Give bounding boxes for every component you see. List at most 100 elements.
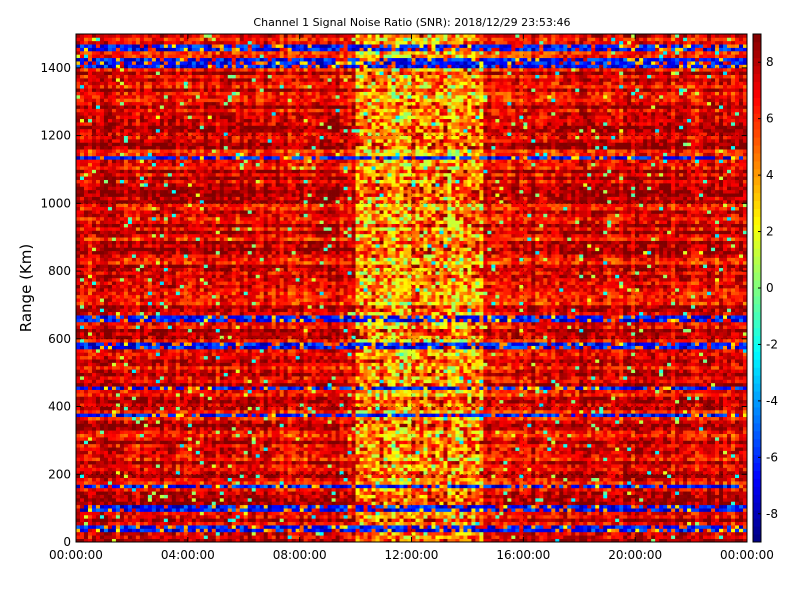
heatmap-cell — [203, 169, 209, 174]
heatmap-cell — [107, 348, 113, 353]
heatmap-cell — [147, 301, 153, 306]
heatmap-cell — [167, 477, 173, 482]
heatmap-cell — [131, 172, 137, 177]
heatmap-cell — [147, 64, 153, 69]
heatmap-cell — [87, 511, 93, 516]
heatmap-cell — [191, 328, 197, 333]
heatmap-cell — [83, 169, 89, 174]
heatmap-cell — [95, 338, 101, 343]
heatmap-cell — [135, 484, 141, 489]
heatmap-cell — [167, 386, 173, 390]
heatmap-cell — [91, 57, 97, 62]
heatmap-cell — [127, 467, 133, 472]
heatmap-cell — [119, 328, 125, 333]
heatmap-cell — [99, 345, 105, 350]
heatmap-cell — [179, 457, 185, 462]
heatmap-cell — [195, 247, 201, 252]
heatmap-cell — [171, 210, 177, 214]
heatmap-cell — [76, 487, 81, 492]
heatmap-cell — [103, 294, 109, 299]
heatmap-cell — [103, 355, 109, 360]
heatmap-cell — [151, 81, 157, 86]
heatmap-cell — [95, 345, 101, 350]
heatmap-cell — [195, 152, 201, 157]
heatmap-cell — [143, 71, 149, 75]
heatmap-cell — [143, 484, 149, 489]
heatmap-cell — [183, 396, 189, 401]
heatmap-cell — [107, 145, 113, 150]
heatmap-cell — [147, 335, 153, 340]
heatmap-cell — [95, 301, 101, 306]
heatmap-cell — [123, 64, 129, 69]
heatmap-cell — [195, 220, 201, 225]
heatmap-cell — [171, 457, 177, 462]
heatmap-cell — [119, 186, 125, 191]
heatmap-cell — [183, 118, 189, 123]
heatmap-cell — [127, 50, 133, 55]
heatmap-cell — [111, 382, 117, 387]
heatmap-cell — [167, 81, 173, 86]
heatmap-cell — [159, 54, 165, 59]
heatmap-cell — [83, 257, 89, 262]
heatmap-cell — [167, 504, 173, 509]
heatmap-cell — [111, 206, 117, 211]
heatmap-cell — [99, 257, 105, 262]
heatmap-cell — [167, 237, 173, 241]
heatmap-cell — [179, 91, 185, 96]
heatmap-cell — [131, 379, 137, 384]
heatmap-cell — [111, 437, 117, 441]
heatmap-cell — [139, 413, 145, 418]
heatmap-cell — [203, 115, 209, 120]
heatmap-cell — [107, 470, 113, 475]
heatmap-cell — [171, 227, 177, 231]
heatmap-cell — [143, 420, 149, 424]
heatmap-cell — [127, 440, 133, 445]
heatmap-cell — [167, 142, 173, 147]
heatmap-cell — [147, 142, 153, 147]
heatmap-cell — [107, 291, 113, 296]
heatmap-cell — [99, 288, 105, 292]
heatmap-cell — [151, 430, 157, 434]
heatmap-cell — [159, 413, 165, 418]
heatmap-cell — [131, 50, 137, 55]
heatmap-cell — [127, 531, 133, 536]
heatmap-cell — [171, 467, 177, 472]
heatmap-cell — [195, 105, 201, 109]
heatmap-cell — [175, 487, 181, 492]
heatmap-cell — [179, 318, 185, 323]
heatmap-cell — [99, 467, 105, 472]
heatmap-cell — [111, 494, 117, 499]
heatmap-cell — [83, 152, 89, 157]
heatmap-cell — [76, 535, 81, 539]
heatmap-cell — [83, 359, 89, 363]
heatmap-cell — [103, 132, 109, 136]
heatmap-cell — [187, 528, 193, 533]
heatmap-cell — [155, 335, 161, 340]
heatmap-cell — [127, 504, 133, 509]
heatmap-cell — [115, 386, 121, 390]
heatmap-cell — [139, 294, 145, 299]
heatmap-cell — [183, 169, 189, 174]
heatmap-cell — [199, 338, 205, 343]
heatmap-cell — [203, 457, 209, 462]
heatmap-cell — [103, 423, 109, 428]
heatmap-cell — [76, 538, 81, 543]
heatmap-cell — [195, 111, 201, 116]
heatmap-cell — [155, 132, 161, 136]
heatmap-cell — [87, 199, 93, 204]
heatmap-cell — [155, 450, 161, 455]
heatmap-cell — [83, 362, 89, 367]
heatmap-cell — [147, 413, 153, 418]
heatmap-cell — [83, 108, 89, 113]
heatmap-cell — [115, 227, 121, 231]
heatmap-cell — [143, 504, 149, 509]
heatmap-cell — [171, 122, 177, 126]
heatmap-cell — [183, 135, 189, 140]
heatmap-cell — [163, 491, 169, 495]
heatmap-cell — [163, 342, 169, 346]
heatmap-cell — [83, 504, 89, 509]
heatmap-cell — [91, 196, 97, 201]
heatmap-cell — [147, 467, 153, 472]
heatmap-cell — [167, 159, 173, 164]
heatmap-cell — [103, 115, 109, 120]
